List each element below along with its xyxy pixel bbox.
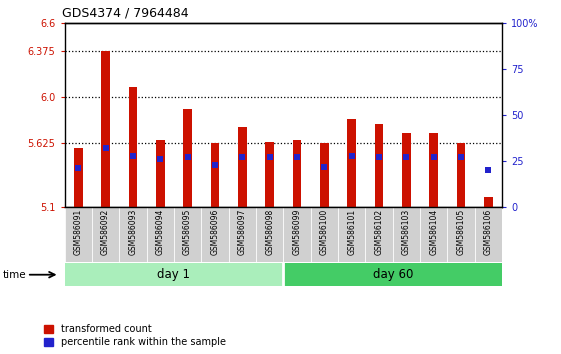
- Bar: [101, 51, 110, 207]
- Bar: [256, 207, 283, 262]
- Bar: [375, 124, 383, 207]
- Text: GSM586104: GSM586104: [429, 209, 438, 255]
- Bar: [146, 207, 174, 262]
- Text: day 1: day 1: [158, 268, 190, 281]
- Bar: [119, 207, 146, 262]
- Bar: [265, 142, 274, 207]
- Text: GSM586098: GSM586098: [265, 209, 274, 255]
- Bar: [229, 207, 256, 262]
- Text: GSM586099: GSM586099: [292, 209, 301, 255]
- Bar: [475, 207, 502, 262]
- Bar: [484, 197, 493, 207]
- Bar: [429, 133, 438, 207]
- Bar: [393, 207, 420, 262]
- Text: GSM586102: GSM586102: [375, 209, 384, 255]
- Bar: [402, 133, 411, 207]
- Bar: [201, 207, 229, 262]
- Bar: [65, 207, 92, 262]
- Text: GSM586094: GSM586094: [156, 209, 165, 255]
- Bar: [293, 139, 301, 207]
- Bar: [448, 207, 475, 262]
- Text: GSM586093: GSM586093: [128, 209, 137, 255]
- Bar: [183, 109, 192, 207]
- Text: GSM586100: GSM586100: [320, 209, 329, 255]
- Text: GSM586105: GSM586105: [457, 209, 466, 255]
- Text: GSM586106: GSM586106: [484, 209, 493, 255]
- Bar: [311, 207, 338, 262]
- Text: time: time: [3, 270, 26, 280]
- Bar: [338, 207, 365, 262]
- Bar: [347, 119, 356, 207]
- Text: GSM586101: GSM586101: [347, 209, 356, 255]
- Text: GSM586103: GSM586103: [402, 209, 411, 255]
- Bar: [128, 87, 137, 207]
- Bar: [457, 143, 466, 207]
- Text: GSM586091: GSM586091: [73, 209, 82, 255]
- Bar: [284, 263, 502, 286]
- Text: day 60: day 60: [373, 268, 413, 281]
- Bar: [320, 143, 329, 207]
- Bar: [65, 263, 283, 286]
- Bar: [365, 207, 393, 262]
- Bar: [283, 207, 311, 262]
- Bar: [92, 207, 119, 262]
- Bar: [156, 139, 164, 207]
- Bar: [174, 207, 201, 262]
- Bar: [74, 148, 82, 207]
- Bar: [238, 127, 247, 207]
- Text: GSM586095: GSM586095: [183, 209, 192, 255]
- Text: GSM586092: GSM586092: [101, 209, 110, 255]
- Bar: [420, 207, 448, 262]
- Text: GSM586097: GSM586097: [238, 209, 247, 255]
- Bar: [210, 143, 219, 207]
- Legend: transformed count, percentile rank within the sample: transformed count, percentile rank withi…: [44, 325, 226, 347]
- Text: GSM586096: GSM586096: [210, 209, 219, 255]
- Text: GDS4374 / 7964484: GDS4374 / 7964484: [62, 6, 188, 19]
